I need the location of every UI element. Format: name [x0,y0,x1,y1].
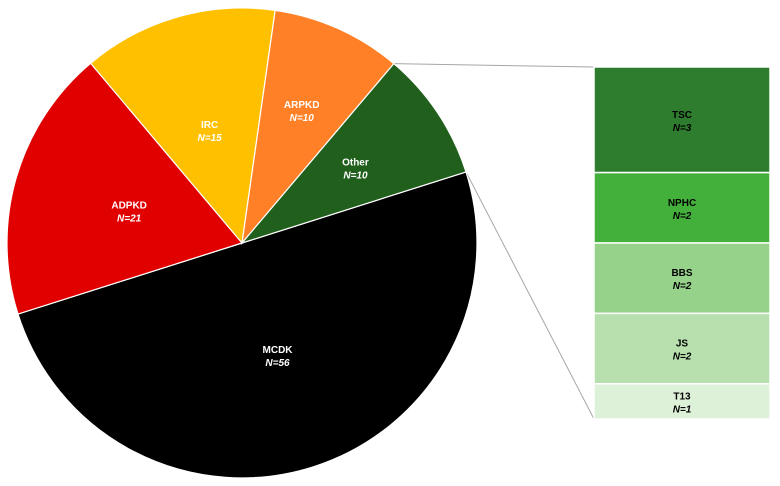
bar-label-nphc: NPHC [668,198,696,209]
pie-chart: MCDK N=56 ADPKD N=21 IRC N=15 ARPKD N=10 Other N=… [6,7,478,479]
pie-label-adpkd: ADPKD [111,200,147,211]
bar-value-label-tsc: N=3 [673,123,692,134]
bar-label-t13: T13 [673,391,691,402]
bar-segment-t13 [593,383,771,420]
pie-slice-adpkd [6,62,244,315]
bar-value-label-js: N=2 [673,352,692,363]
pie-label-other: Other [342,157,369,168]
bar-value-label-bbs: N=2 [673,281,692,292]
pie-value-label-other: N=10 [343,170,368,181]
pie-slice-other [240,62,467,245]
bar-label-js: JS [676,339,689,350]
pie-value-label-arpkd: N=10 [290,113,315,124]
pie-value-label-mcdk: N=56 [265,358,290,369]
pie-label-irc: IRC [201,120,218,131]
bar-value-label-nphc: N=2 [673,211,692,222]
pie-slice-irc [89,7,276,245]
pie-label-mcdk: MCDK [263,345,294,356]
connector-line-bottom [465,171,595,420]
pie-value-label-adpkd: N=21 [117,213,142,224]
connector-lines [393,63,595,420]
pie-label-arpkd: ARPKD [284,100,320,111]
pie-slice-arpkd [241,9,395,245]
bar-label-tsc: TSC [672,110,692,121]
stacked-detail-bar: TSC N=3 NPHC N=2 BBS N=2 JS N=2 T13 N=1 [593,66,771,420]
pie-value-label-irc: N=15 [198,133,223,144]
bar-label-bbs: BBS [671,268,692,279]
connector-line-top [393,63,595,68]
pie-slice-mcdk [17,171,478,479]
bar-value-label-t13: N=1 [673,404,692,415]
